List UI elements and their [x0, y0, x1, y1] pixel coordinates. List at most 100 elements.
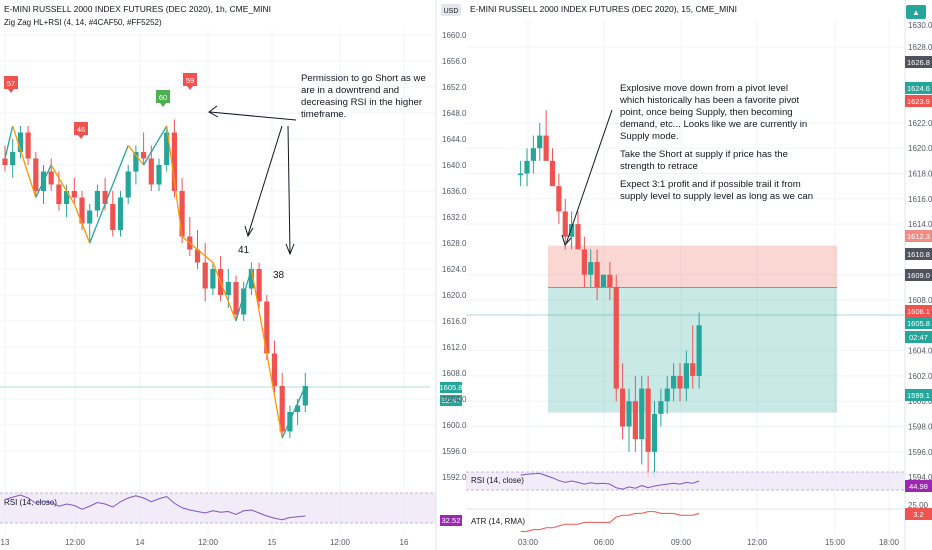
left-candle-body [271, 353, 278, 386]
rsi-markers: 57 46 60 59 41 38 [4, 73, 285, 281]
zigzag-segment [127, 145, 145, 166]
left-price-badge-text: 1605.8 [440, 383, 463, 392]
left-time-tick: 12:00 [198, 538, 219, 547]
right-atr-label: ATR (14, RMA) [471, 517, 525, 526]
annotation-arrows [208, 105, 297, 256]
zigzag-segment [281, 385, 306, 439]
left-note-line-3: decreasing RSI in the higher [301, 97, 423, 108]
left-candle-body [33, 158, 39, 191]
center-axis-tick: 1644.0 [442, 135, 467, 144]
right-axis-rsi-tick: 25.00 [908, 501, 929, 510]
left-chart-title: E-MINI RUSSELL 2000 INDEX FUTURES (DEC 2… [4, 4, 271, 14]
price-badge-text: 1624.6 [907, 84, 930, 93]
left-candle-body [295, 405, 301, 412]
center-axis-tick: 1608.0 [442, 369, 467, 378]
right-candle-body [626, 401, 632, 427]
left-candle-body [210, 269, 216, 289]
left-candle-body [125, 171, 131, 198]
price-badge-bg [905, 269, 932, 281]
left-candle-body [102, 191, 108, 204]
right-candle-body [658, 401, 664, 414]
left-annotation: Permission to go Short as we are in a do… [208, 73, 426, 256]
left-rsi-badge: 32.52 [442, 516, 461, 525]
right-note1-line-5: Supply mode. [620, 131, 679, 142]
left-candle-body [56, 184, 62, 204]
zigzag-segment [35, 164, 52, 198]
price-badge-text: 1626.8 [907, 58, 930, 67]
right-note2-line-1: Take the Short at supply if price has th… [620, 149, 788, 160]
right-candle-body [671, 375, 677, 389]
left-indicator-label: Zig Zag HL+RSI (4, 14, #4CAF50, #FF5252) [4, 18, 162, 27]
right-candle-body [664, 388, 670, 402]
price-badge-text: 1623.9 [907, 97, 930, 106]
price-badge-bg [905, 82, 932, 94]
right-axis-top-tick: 1630.0 [908, 21, 932, 30]
right-rsi-pane: RSI (14, close) [466, 471, 904, 491]
left-candle-body [71, 191, 77, 198]
right-candle-body [588, 262, 594, 275]
price-badge-text: 1605.8 [907, 319, 930, 328]
left-rsi-line [4, 494, 306, 521]
right-candle-body [594, 262, 600, 288]
right-annotation-arrow [561, 109, 613, 247]
right-price-axis: 1630.0 1628.0 1622.0 1620.0 1618.0 1616.0 161… [904, 0, 932, 550]
right-candle-body [543, 135, 549, 161]
zigzag-segment [89, 145, 129, 244]
right-candle-body [696, 325, 702, 376]
left-time-tick: 13 [1, 538, 10, 547]
center-axis-bottom-tick: 1592.0 [442, 473, 467, 482]
right-axis-tick: 1618.0 [908, 170, 932, 179]
price-badge-bg [905, 389, 932, 401]
currency-label[interactable]: USD [444, 8, 459, 15]
left-candle-body [10, 152, 16, 165]
right-candle-body [607, 274, 613, 288]
flag-icon[interactable]: ▲ [906, 5, 926, 19]
left-countdown-text: 32:47 [442, 396, 461, 405]
right-candle-body [556, 186, 562, 212]
left-candle-body [17, 132, 23, 152]
right-rsi-line [520, 472, 700, 490]
right-candle-body [575, 224, 581, 250]
left-time-axis: 13 12:00 14 12:00 15 12:00 16 [1, 538, 409, 547]
right-candle-body [524, 160, 530, 174]
left-note-line-1: Permission to go Short as we [301, 73, 426, 84]
left-candles [2, 119, 308, 438]
left-candle-body [2, 158, 8, 165]
price-badge-bg [905, 480, 932, 492]
left-candle-body [133, 152, 139, 172]
right-time-tick: 09:00 [671, 538, 692, 547]
marker-60: 60 [156, 90, 170, 107]
price-badge-text: 1609.0 [907, 271, 930, 280]
left-candle-body [264, 301, 270, 354]
right-candle-body [651, 413, 658, 452]
price-badge-text: 1599.1 [907, 391, 930, 400]
left-candle-body [156, 165, 162, 185]
left-candle-body [248, 269, 254, 289]
price-badge-text: 44.98 [909, 482, 928, 491]
left-time-tick: 16 [400, 538, 409, 547]
right-note3-line-2: supply level to supply level as long as … [620, 191, 813, 202]
zigzag-segment [12, 125, 37, 198]
right-axis-tick: 1608.0 [908, 296, 932, 305]
right-annotation: Explosive move down from a pivot level w… [561, 83, 813, 247]
center-axis-tick: 1596.0 [442, 447, 467, 456]
price-badge-text: 3.2 [913, 510, 923, 519]
left-candle-body [148, 158, 154, 185]
right-time-tick: 15:00 [825, 538, 846, 547]
center-axis-tick: 1636.0 [442, 187, 467, 196]
price-badge-text: 02:47 [909, 333, 928, 342]
left-note-line-4: timeframe. [301, 109, 346, 120]
marker-57-label: 57 [7, 79, 15, 88]
right-candle-body [530, 148, 536, 161]
price-badge-bg [905, 331, 932, 343]
right-note1-line-1: Explosive move down from a pivot level [620, 83, 788, 94]
left-candle-body [117, 197, 124, 230]
right-time-axis: 03:00 06:00 09:00 12:00 15:00 18:00 [518, 538, 900, 547]
right-axis-tick: 1600.0 [908, 397, 932, 406]
left-candle-body [279, 386, 285, 432]
label-41: 41 [238, 245, 250, 256]
right-candle-body [518, 173, 524, 175]
right-axis-tick: 1622.0 [908, 119, 932, 128]
zigzag-segment [235, 268, 253, 322]
right-candle-body [639, 388, 645, 440]
